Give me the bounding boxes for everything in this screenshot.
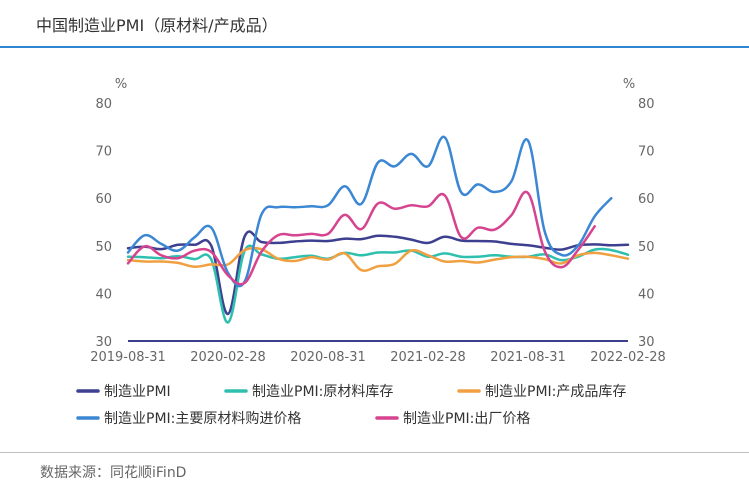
chart-area: %% 30 30 40 40 50 50 60 60 70 70 80 80 2019-08-31 2020… bbox=[0, 48, 749, 452]
y-tick-label-right: 60 bbox=[638, 192, 655, 207]
x-tick-label: 2022-02-28 bbox=[590, 350, 666, 365]
legend-label: 制造业PMI:产成品库存 bbox=[485, 384, 626, 400]
y-tick-label-left: 50 bbox=[95, 240, 112, 255]
x-tick-label: 2021-08-31 bbox=[490, 350, 566, 365]
legend-label: 制造业PMI bbox=[104, 384, 171, 400]
x-tick-label: 2020-08-31 bbox=[290, 350, 366, 365]
y-tick-label-right: 80 bbox=[638, 97, 655, 112]
x-tick-label: 2020-02-28 bbox=[190, 350, 266, 365]
x-tick-label: 2021-02-28 bbox=[390, 350, 466, 365]
y-tick-label-left: 70 bbox=[95, 145, 112, 160]
chart-title: 中国制造业PMI（原材料/产成品） bbox=[36, 16, 278, 35]
legend-label: 制造业PMI:原材料库存 bbox=[252, 384, 393, 400]
y-tick-label-left: 30 bbox=[95, 335, 112, 350]
y-tick-label-right: 30 bbox=[638, 335, 655, 350]
series-line-5 bbox=[126, 190, 596, 286]
title-divider bbox=[0, 46, 749, 48]
legend-label: 制造业PMI:主要原材料购进价格 bbox=[104, 411, 301, 427]
y-tick-label-right: 50 bbox=[638, 240, 655, 255]
source-note: 数据来源：同花顺iFinD bbox=[40, 465, 187, 481]
y-tick-label-left: 40 bbox=[95, 287, 112, 302]
y-tick-label-left: 80 bbox=[95, 97, 112, 112]
legend-label: 制造业PMI:出厂价格 bbox=[403, 411, 530, 427]
series-line-1 bbox=[126, 230, 630, 316]
y-tick-label-right: 40 bbox=[638, 287, 655, 302]
series-line-4 bbox=[126, 135, 613, 288]
y-tick-label-left: 60 bbox=[95, 192, 112, 207]
series-line-3 bbox=[126, 246, 630, 272]
y-axis-unit-left: % bbox=[115, 77, 127, 92]
y-tick-label-right: 70 bbox=[638, 145, 655, 160]
series-line-2 bbox=[126, 244, 630, 324]
line-chart: % % 30 30 40 40 50 50 60 60 70 70 80 80 2019-08-31 2020… bbox=[76, 77, 666, 427]
x-tick-label: 2019-08-31 bbox=[90, 350, 166, 365]
footer-divider bbox=[0, 452, 749, 453]
y-axis-unit-right: % bbox=[623, 77, 635, 92]
